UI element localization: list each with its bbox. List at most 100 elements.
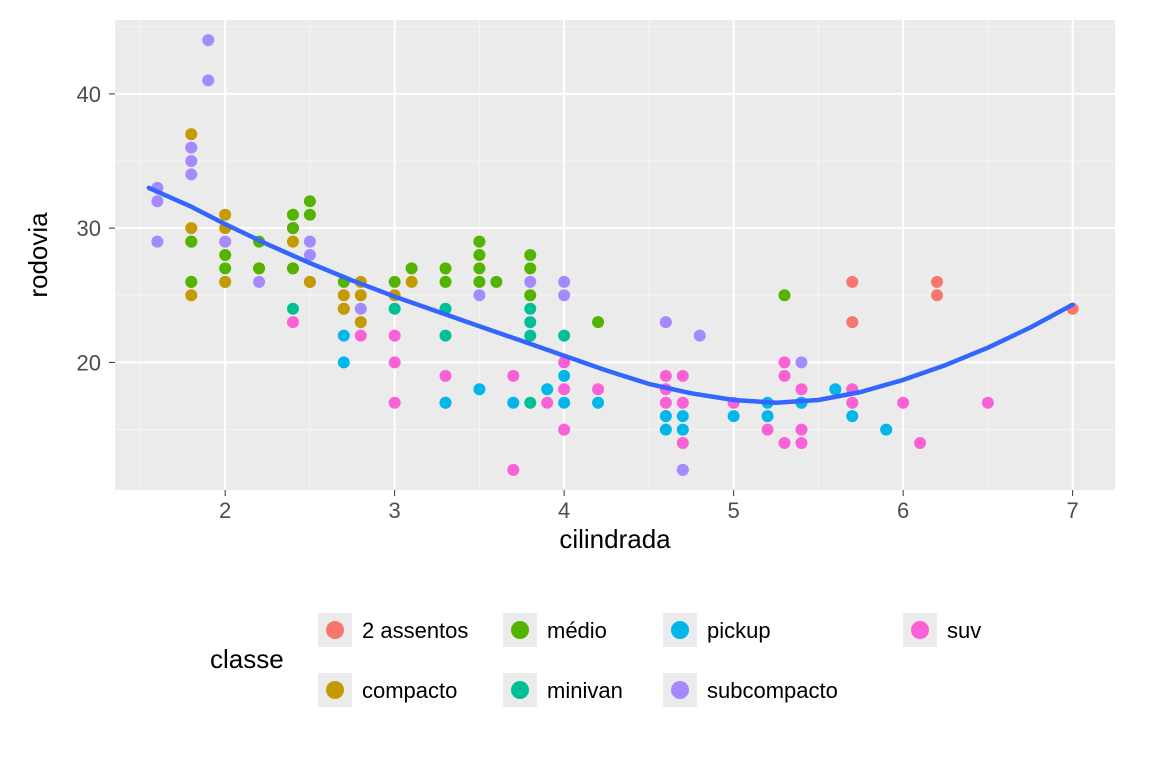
data-point [795,424,807,436]
data-point [219,236,231,248]
data-point [524,303,536,315]
data-point [219,209,231,221]
data-point [406,276,418,288]
data-point [202,34,214,46]
x-tick-label: 5 [728,498,740,523]
data-point [660,424,672,436]
data-point [846,397,858,409]
data-point [389,330,401,342]
data-point [795,383,807,395]
data-point [440,370,452,382]
data-point [524,330,536,342]
data-point [287,316,299,328]
data-point [778,289,790,301]
legend-dot-icon [326,621,344,639]
data-point [185,155,197,167]
data-point [524,249,536,261]
data-point [846,276,858,288]
data-point [473,276,485,288]
data-point [338,330,350,342]
data-point [185,142,197,154]
data-point [660,397,672,409]
data-point [219,249,231,261]
data-point [287,303,299,315]
data-point [982,397,994,409]
data-point [558,289,570,301]
data-point [524,397,536,409]
data-point [304,195,316,207]
data-point [677,424,689,436]
data-point [660,370,672,382]
data-point [694,330,706,342]
data-point [931,276,943,288]
data-point [541,397,553,409]
data-point [440,397,452,409]
data-point [507,464,519,476]
data-point [473,236,485,248]
x-tick-label: 4 [558,498,570,523]
legend-dot-icon [511,681,529,699]
chart-svg: 234567203040cilindradarodoviaclasse2 ass… [0,0,1152,768]
data-point [846,410,858,422]
data-point [880,424,892,436]
data-point [185,222,197,234]
data-point [473,262,485,274]
scatter-chart: 234567203040cilindradarodoviaclasse2 ass… [0,0,1152,768]
data-point [185,276,197,288]
data-point [558,397,570,409]
data-point [507,397,519,409]
y-axis-label: rodovia [23,212,53,298]
legend-label: compacto [362,678,457,703]
legend-label: subcompacto [707,678,838,703]
data-point [219,262,231,274]
data-point [795,437,807,449]
data-point [524,289,536,301]
data-point [677,437,689,449]
data-point [389,356,401,368]
data-point [304,209,316,221]
x-tick-label: 7 [1067,498,1079,523]
data-point [541,383,553,395]
data-point [914,437,926,449]
data-point [355,303,367,315]
panel-bg [115,20,1115,490]
data-point [473,383,485,395]
data-point [151,236,163,248]
data-point [287,209,299,221]
data-point [507,370,519,382]
data-point [287,236,299,248]
data-point [558,370,570,382]
data-point [304,236,316,248]
legend-label: minivan [547,678,623,703]
data-point [219,276,231,288]
legend-title: classe [210,644,284,674]
legend-dot-icon [671,681,689,699]
data-point [389,303,401,315]
data-point [660,410,672,422]
data-point [762,410,774,422]
data-point [473,289,485,301]
data-point [728,410,740,422]
data-point [440,276,452,288]
data-point [778,370,790,382]
data-point [338,303,350,315]
data-point [253,276,265,288]
data-point [253,262,265,274]
data-point [558,383,570,395]
data-point [558,330,570,342]
data-point [778,437,790,449]
data-point [490,276,502,288]
data-point [592,383,604,395]
data-point [355,330,367,342]
x-tick-label: 2 [219,498,231,523]
data-point [795,356,807,368]
data-point [287,222,299,234]
data-point [355,316,367,328]
legend-dot-icon [326,681,344,699]
data-point [355,289,367,301]
data-point [677,397,689,409]
data-point [829,383,841,395]
data-point [558,424,570,436]
data-point [762,424,774,436]
data-point [592,316,604,328]
